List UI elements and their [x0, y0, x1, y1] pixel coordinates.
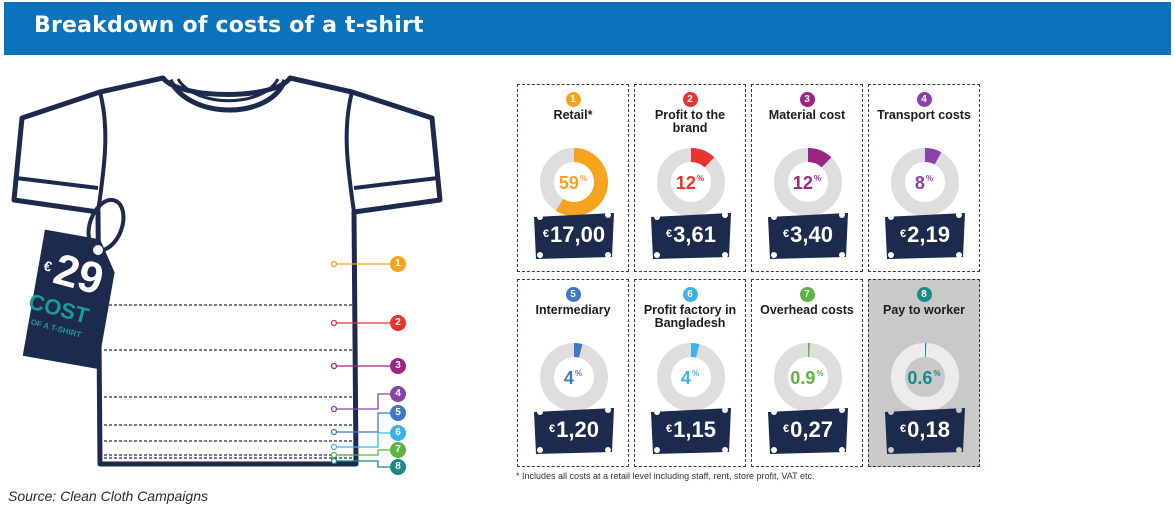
card-label: Profit factory in Bangladesh	[643, 303, 737, 330]
price-ticket	[885, 407, 965, 454]
card-number-badge: 2	[682, 92, 698, 107]
donut-chart	[891, 343, 959, 411]
card-label: Transport costs	[877, 108, 971, 122]
shirt-section-badge: 7	[390, 442, 406, 458]
card-label: Material cost	[768, 108, 846, 122]
donut-slice	[690, 148, 715, 168]
cost-card: 3 Material cost 12% €3,40	[751, 84, 863, 272]
card-number-badge: 3	[799, 92, 815, 107]
leader-line	[334, 449, 392, 456]
price-ticket	[534, 407, 614, 454]
leader-dot	[330, 451, 338, 459]
price-tag	[22, 197, 126, 369]
card-label: Intermediary	[535, 303, 611, 317]
price-value: €1,20	[549, 417, 599, 442]
leader-dot	[330, 362, 338, 370]
price-ticket	[651, 212, 731, 259]
percent-label: 4%	[563, 368, 583, 388]
card-number-badge: 6	[682, 287, 698, 302]
leader-dot	[330, 405, 338, 413]
percent-label: 12%	[792, 173, 822, 193]
price-value: €0,27	[783, 417, 833, 442]
shirt-section-badge: 4	[390, 386, 406, 402]
donut-chart	[774, 148, 842, 216]
price-value: €2,19	[900, 222, 950, 247]
header-bar: Breakdown of costs of a t-shirt	[4, 2, 1171, 55]
leader-dot	[330, 428, 338, 436]
donut-chart	[540, 343, 608, 411]
cost-divider-lines	[104, 304, 352, 459]
donut-chart	[657, 148, 725, 216]
source-caption: Source: Clean Cloth Campaigns	[8, 488, 208, 504]
price-ticket	[768, 212, 848, 259]
card-label: Retail*	[553, 108, 593, 122]
donut-slice	[573, 343, 583, 358]
page-title: Breakdown of costs of a t-shirt	[34, 13, 424, 38]
card-number-badge: 1	[565, 92, 581, 107]
cost-card: 8 Pay to worker 0.6% €0,18	[868, 279, 980, 467]
price-value: €1,15	[666, 417, 716, 442]
donut-chart	[891, 148, 959, 216]
cost-card: 1 Retail* 59% €17,00	[517, 84, 629, 272]
price-ticket	[768, 407, 848, 454]
donut-slice	[807, 148, 832, 168]
percent-label: 4%	[680, 368, 700, 388]
cost-card: 6 Profit factory in Bangladesh 4% €1,15	[634, 279, 746, 467]
percent-label: 59%	[558, 173, 588, 193]
price-value: €0,18	[900, 417, 950, 442]
price-ticket	[651, 407, 731, 454]
leader-dot	[330, 260, 338, 268]
leader-dot	[330, 443, 338, 451]
donut-slice	[924, 148, 942, 165]
percent-label: 0.6%	[907, 368, 941, 388]
price-ticket	[885, 212, 965, 259]
donut-slice	[555, 148, 608, 216]
price-value: €3,40	[783, 222, 833, 247]
card-label: Pay to worker	[883, 303, 965, 317]
percent-label: 12%	[675, 173, 705, 193]
price-ticket	[534, 212, 614, 259]
donut-chart	[657, 343, 725, 411]
leader-line	[334, 412, 392, 433]
leader-dot	[330, 457, 338, 465]
price-value: €3,61	[666, 222, 716, 247]
card-label: Profit to the brand	[654, 108, 726, 135]
donut-chart	[774, 343, 842, 411]
donut-chart	[540, 148, 608, 216]
cost-card: 4 Transport costs 8% €2,19	[868, 84, 980, 272]
leader-line	[334, 393, 392, 410]
card-number-badge: 7	[799, 287, 815, 302]
shirt-section-badge: 5	[390, 405, 406, 421]
leader-dot	[330, 319, 338, 327]
card-label: Overhead costs	[760, 303, 854, 317]
percent-label: 8%	[914, 173, 934, 193]
card-number-badge: 5	[565, 287, 581, 302]
cost-card: 5 Intermediary 4% €1,20	[517, 279, 629, 467]
leader-line	[334, 432, 392, 448]
price-value: €17,00	[542, 222, 606, 247]
cost-card: 2 Profit to the brand 12% €3,61	[634, 84, 746, 272]
card-number-badge: 8	[916, 287, 932, 302]
cost-card: 7 Overhead costs 0.9% €0,27	[751, 279, 863, 467]
shirt-section-badge: 6	[390, 425, 406, 441]
cost-leader-lines	[330, 260, 392, 468]
shirt-section-badge: 2	[390, 315, 406, 331]
leader-line	[334, 460, 392, 468]
percent-label: 0.9%	[790, 368, 824, 388]
shirt-section-badge: 1	[390, 256, 406, 272]
donut-slice	[690, 343, 700, 358]
card-number-badge: 4	[916, 92, 932, 107]
shirt-section-badge: 3	[390, 358, 406, 374]
shirt-section-badge: 8	[390, 459, 406, 475]
footnote: * Includes all costs at a retail level i…	[516, 471, 815, 481]
